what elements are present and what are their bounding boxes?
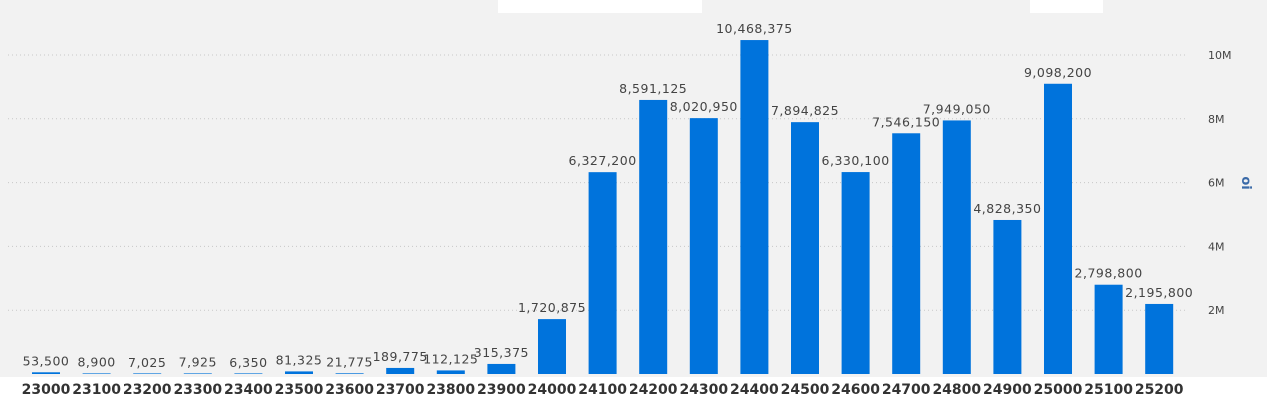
data-label: 112,125 xyxy=(423,351,478,366)
y-tick-label: 8M xyxy=(1208,113,1225,126)
bar[interactable] xyxy=(335,373,364,374)
data-label: 7,546,150 xyxy=(872,114,940,129)
gridlines xyxy=(8,54,1188,311)
x-tick-label: 23400 xyxy=(224,382,273,398)
bar[interactable] xyxy=(1094,284,1123,374)
data-label: 53,500 xyxy=(23,353,70,368)
data-label: 10,468,375 xyxy=(716,21,793,36)
x-axis-strip xyxy=(0,377,1267,400)
x-tick-label: 24000 xyxy=(528,382,577,398)
bar[interactable] xyxy=(82,373,111,374)
data-label: 6,350 xyxy=(229,355,267,370)
bar[interactable] xyxy=(791,122,819,374)
x-tick-label: 23300 xyxy=(173,382,222,398)
data-label: 7,949,050 xyxy=(923,101,991,116)
bar[interactable] xyxy=(234,373,263,374)
y-tick-label: 10M xyxy=(1208,49,1232,62)
x-tick-label: 24800 xyxy=(932,382,981,398)
x-tick-label: 24500 xyxy=(781,382,830,398)
x-tick-label: 24200 xyxy=(629,382,678,398)
data-label: 1,720,875 xyxy=(518,300,586,315)
bar[interactable] xyxy=(740,40,769,374)
bar[interactable] xyxy=(386,367,415,374)
x-tick-label: 23100 xyxy=(72,382,121,398)
y-tick-label: 4M xyxy=(1208,240,1225,253)
bar[interactable] xyxy=(841,172,870,374)
x-tick-label: 25200 xyxy=(1135,382,1184,398)
bar[interactable] xyxy=(639,99,668,374)
x-tick-label: 23700 xyxy=(376,382,425,398)
x-tick-label: 23800 xyxy=(426,382,475,398)
x-tick-label: 24600 xyxy=(831,382,880,398)
data-label: 9,098,200 xyxy=(1024,65,1092,80)
data-label: 2,798,800 xyxy=(1075,266,1143,281)
top-white-patch xyxy=(498,0,702,13)
x-tick-label: 23000 xyxy=(22,382,71,398)
x-axis-ticks: 23000 23100 23200 23300 23400 23500 23600 23700… xyxy=(22,382,1184,398)
x-tick-label: 24300 xyxy=(679,382,728,398)
x-tick-label: 23600 xyxy=(325,382,374,398)
data-label: 7,894,825 xyxy=(771,103,839,118)
x-tick-label: 24900 xyxy=(983,382,1032,398)
bar[interactable] xyxy=(1044,83,1072,374)
x-tick-label: 23500 xyxy=(275,382,324,398)
bars xyxy=(32,40,1174,374)
bar[interactable] xyxy=(892,133,921,374)
data-label: 8,591,125 xyxy=(619,81,687,96)
bar[interactable] xyxy=(285,371,313,374)
data-label: 7,925 xyxy=(179,355,217,370)
bar[interactable] xyxy=(1145,303,1174,374)
data-label: 8,020,950 xyxy=(670,99,738,114)
bar[interactable] xyxy=(183,373,212,374)
y-axis-ticks: 2M 4M 6M 8M 10M xyxy=(1208,49,1232,317)
data-label: 189,775 xyxy=(373,349,428,364)
data-label: 6,330,100 xyxy=(822,153,890,168)
bar[interactable] xyxy=(487,363,516,374)
x-tick-label: 25000 xyxy=(1034,382,1083,398)
bar[interactable] xyxy=(436,370,465,374)
x-tick-label: 24700 xyxy=(882,382,931,398)
data-label: 7,025 xyxy=(128,355,166,370)
x-tick-label: 24400 xyxy=(730,382,779,398)
y-axis-label: oi xyxy=(1238,176,1253,189)
x-tick-label: 25100 xyxy=(1084,382,1133,398)
x-tick-label: 24100 xyxy=(578,382,627,398)
bar[interactable] xyxy=(133,373,162,374)
y-tick-label: 2M xyxy=(1208,304,1225,317)
x-tick-label: 23200 xyxy=(123,382,172,398)
bar[interactable] xyxy=(993,219,1022,374)
data-label: 8,900 xyxy=(77,355,115,370)
bar[interactable] xyxy=(689,118,718,374)
data-label: 81,325 xyxy=(276,352,323,367)
bar[interactable] xyxy=(588,172,617,374)
data-label: 2,195,800 xyxy=(1125,285,1193,300)
data-label: 315,375 xyxy=(474,345,529,360)
y-tick-label: 6M xyxy=(1208,177,1225,190)
x-tick-label: 23900 xyxy=(477,382,526,398)
data-label: 21,775 xyxy=(326,354,373,369)
bar[interactable] xyxy=(538,319,566,374)
top-white-patch xyxy=(1030,0,1103,13)
data-labels: 53,500 8,900 7,025 7,925 6,350 81,325 21,775 18… xyxy=(23,21,1193,370)
data-label: 4,828,350 xyxy=(973,201,1041,216)
bar[interactable] xyxy=(942,120,971,374)
data-label: 6,327,200 xyxy=(569,153,637,168)
bar[interactable] xyxy=(32,372,60,374)
